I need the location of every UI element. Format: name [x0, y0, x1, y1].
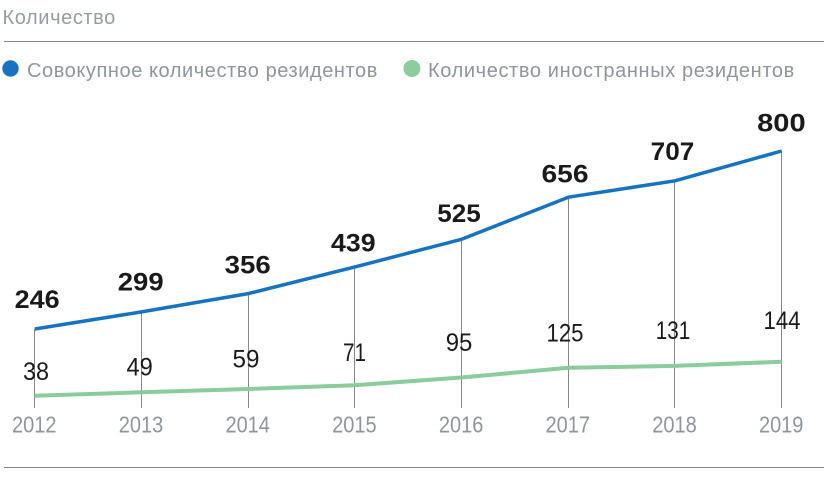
svg-text:246: 246: [15, 286, 60, 314]
svg-text:95: 95: [446, 329, 473, 357]
svg-text:59: 59: [233, 346, 260, 374]
svg-text:38: 38: [23, 358, 49, 386]
svg-text:Совокупное количество резидент: Совокупное количество резидентов: [27, 60, 378, 82]
svg-text:131: 131: [656, 317, 691, 345]
svg-text:2018: 2018: [652, 412, 697, 438]
svg-text:49: 49: [126, 354, 152, 382]
svg-text:356: 356: [225, 252, 271, 280]
svg-text:2016: 2016: [439, 412, 484, 438]
svg-text:2013: 2013: [119, 412, 164, 438]
svg-text:125: 125: [547, 320, 584, 348]
svg-text:299: 299: [118, 269, 164, 297]
svg-text:2017: 2017: [546, 412, 591, 438]
svg-text:800: 800: [757, 110, 806, 138]
svg-text:656: 656: [542, 160, 589, 188]
svg-text:144: 144: [764, 307, 801, 335]
svg-text:525: 525: [437, 200, 481, 228]
svg-text:2012: 2012: [12, 412, 57, 438]
svg-text:71: 71: [343, 339, 366, 367]
svg-text:Количество: Количество: [3, 7, 116, 29]
svg-text:2019: 2019: [759, 412, 804, 438]
svg-text:707: 707: [651, 138, 695, 166]
svg-text:Количество иностранных резиден: Количество иностранных резидентов: [428, 60, 795, 82]
svg-text:2015: 2015: [332, 412, 377, 438]
svg-text:2014: 2014: [225, 412, 270, 438]
svg-text:439: 439: [331, 230, 376, 258]
